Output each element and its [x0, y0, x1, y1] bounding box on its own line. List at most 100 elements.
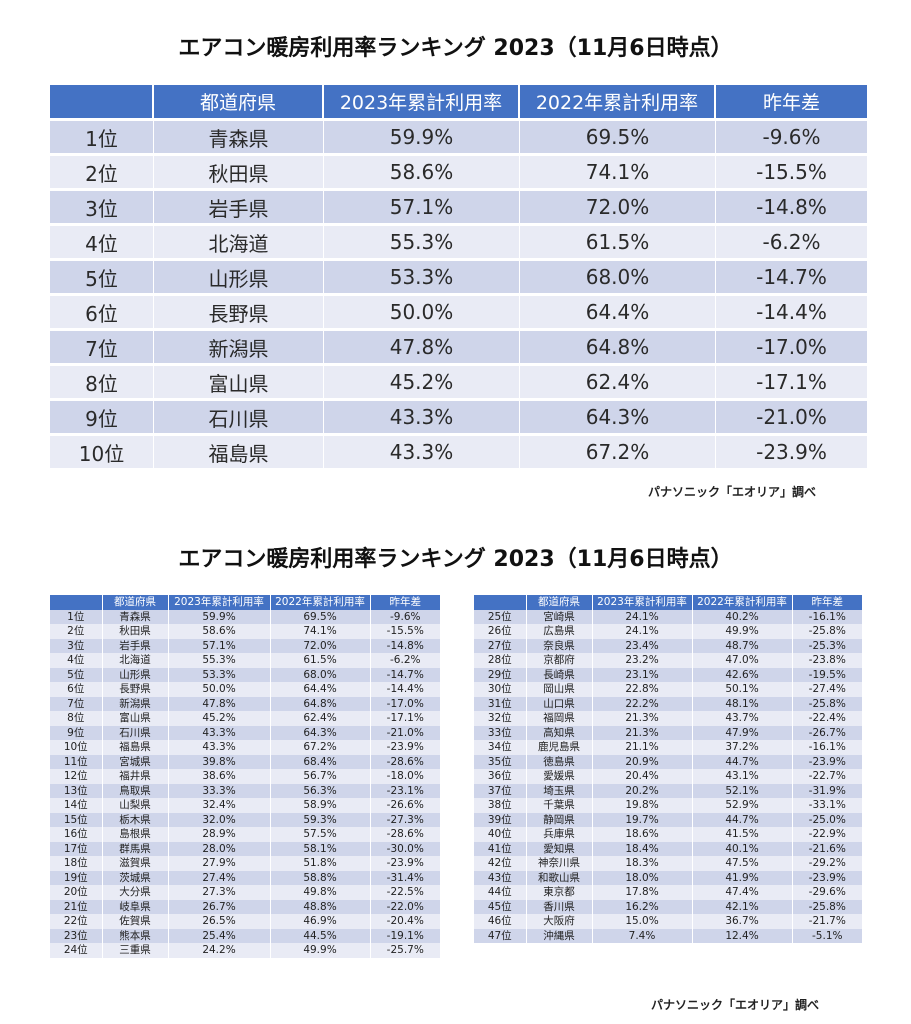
diff-cell: -14.4%: [716, 296, 867, 328]
rate-2023-cell: 18.3%: [592, 856, 693, 871]
rate-2022-cell: 47.4%: [692, 885, 793, 900]
rank-cell: 25位: [474, 609, 527, 624]
prefecture-cell: 鹿児島県: [526, 740, 593, 755]
rank-cell: 14位: [50, 798, 103, 813]
diff-cell: -21.0%: [716, 401, 867, 433]
rate-2023-cell: 19.8%: [592, 798, 693, 813]
rate-2022-cell: 47.9%: [692, 725, 793, 740]
diff-cell: -23.9%: [716, 436, 867, 468]
prefecture-cell: 群馬県: [102, 841, 169, 856]
rate-2022-cell: 43.7%: [692, 711, 793, 726]
rate-2022-cell: 46.9%: [270, 914, 371, 929]
table-row: 20位 大分県 27.3% 49.8% -22.5%: [50, 885, 440, 900]
table-row: 38位 千葉県 19.8% 52.9% -33.1%: [474, 798, 862, 813]
diff-cell: -19.1%: [370, 928, 440, 943]
diff-cell: -17.0%: [370, 696, 440, 711]
prefecture-cell: 和歌山県: [526, 870, 593, 885]
rank-cell: 26位: [474, 624, 527, 639]
table-row: 10位 福島県 43.3% 67.2% -23.9%: [50, 740, 440, 755]
table-row: 1位 青森県 59.9% 69.5% -9.6%: [50, 121, 867, 153]
table-row: 5位 山形県 53.3% 68.0% -14.7%: [50, 667, 440, 682]
prefecture-cell: 長野県: [102, 682, 169, 697]
table-row: 1位 青森県 59.9% 69.5% -9.6%: [50, 609, 440, 624]
rate-2023-cell: 23.2%: [592, 653, 693, 668]
table-header-row: 都道府県 2023年累計利用率 2022年累計利用率 昨年差: [50, 85, 867, 118]
rate-2022-cell: 67.2%: [270, 740, 371, 755]
diff-cell: -14.7%: [716, 261, 867, 293]
rate-2023-cell: 58.6%: [168, 624, 271, 639]
rate-2022-cell: 64.3%: [270, 725, 371, 740]
header-rate-2023: 2023年累計利用率: [592, 595, 693, 610]
diff-cell: -26.6%: [370, 798, 440, 813]
rank-cell: 20位: [50, 885, 103, 900]
rate-2023-cell: 57.1%: [324, 191, 520, 223]
rank-cell: 8位: [50, 366, 154, 398]
prefecture-cell: 栃木県: [102, 812, 169, 827]
rate-2022-cell: 41.9%: [692, 870, 793, 885]
rank-cell: 28位: [474, 653, 527, 668]
table-row: 8位 富山県 45.2% 62.4% -17.1%: [50, 366, 867, 398]
rank-cell: 18位: [50, 856, 103, 871]
table-row: 21位 岐阜県 26.7% 48.8% -22.0%: [50, 899, 440, 914]
rate-2022-cell: 47.5%: [692, 856, 793, 871]
diff-cell: -14.8%: [716, 191, 867, 223]
rate-2022-cell: 59.3%: [270, 812, 371, 827]
rank-cell: 43位: [474, 870, 527, 885]
prefecture-cell: 鳥取県: [102, 783, 169, 798]
rate-2023-cell: 32.0%: [168, 812, 271, 827]
prefecture-cell: 香川県: [526, 899, 593, 914]
rank-cell: 5位: [50, 261, 154, 293]
table-row: 7位 新潟県 47.8% 64.8% -17.0%: [50, 331, 867, 363]
rank-cell: 24位: [50, 943, 103, 958]
table-row: 17位 群馬県 28.0% 58.1% -30.0%: [50, 841, 440, 856]
rate-2022-cell: 67.2%: [520, 436, 716, 468]
table-row: 42位 神奈川県 18.3% 47.5% -29.2%: [474, 856, 862, 871]
diff-cell: -14.7%: [370, 667, 440, 682]
diff-cell: -27.4%: [792, 682, 862, 697]
header-rate-2022: 2022年累計利用率: [692, 595, 793, 610]
rate-2022-cell: 40.1%: [692, 841, 793, 856]
diff-cell: -25.8%: [792, 696, 862, 711]
header-prefecture: 都道府県: [102, 595, 169, 610]
prefecture-cell: 宮城県: [102, 754, 169, 769]
prefecture-cell: 山形県: [154, 261, 324, 293]
diff-cell: -18.0%: [370, 769, 440, 784]
prefecture-cell: 広島県: [526, 624, 593, 639]
source-credit: パナソニック「エオリア」調べ: [648, 485, 817, 499]
rate-2022-cell: 58.9%: [270, 798, 371, 813]
rate-2023-cell: 19.7%: [592, 812, 693, 827]
header-rank: [474, 595, 527, 610]
rate-2023-cell: 21.1%: [592, 740, 693, 755]
table-row: 7位 新潟県 47.8% 64.8% -17.0%: [50, 696, 440, 711]
prefecture-cell: 東京都: [526, 885, 593, 900]
rate-2022-cell: 43.1%: [692, 769, 793, 784]
prefecture-cell: 青森県: [154, 121, 324, 153]
rank-cell: 42位: [474, 856, 527, 871]
prefecture-cell: 長崎県: [526, 667, 593, 682]
header-prefecture: 都道府県: [154, 85, 324, 118]
table-row: 9位 石川県 43.3% 64.3% -21.0%: [50, 725, 440, 740]
diff-cell: -22.4%: [792, 711, 862, 726]
rate-2023-cell: 18.6%: [592, 827, 693, 842]
rate-2023-cell: 33.3%: [168, 783, 271, 798]
rank-cell: 1位: [50, 609, 103, 624]
table-row: 4位 北海道 55.3% 61.5% -6.2%: [50, 653, 440, 668]
prefecture-cell: 神奈川県: [526, 856, 593, 871]
rate-2022-cell: 62.4%: [520, 366, 716, 398]
prefecture-cell: 山口県: [526, 696, 593, 711]
prefecture-cell: 青森県: [102, 609, 169, 624]
table-row: 11位 宮城県 39.8% 68.4% -28.6%: [50, 754, 440, 769]
diff-cell: -14.4%: [370, 682, 440, 697]
rate-2022-cell: 58.1%: [270, 841, 371, 856]
rate-2023-cell: 55.3%: [324, 226, 520, 258]
rate-2023-cell: 22.2%: [592, 696, 693, 711]
diff-cell: -25.3%: [792, 638, 862, 653]
diff-cell: -22.9%: [792, 827, 862, 842]
rate-2023-cell: 59.9%: [324, 121, 520, 153]
diff-cell: -25.8%: [792, 899, 862, 914]
rate-2023-cell: 26.7%: [168, 899, 271, 914]
prefecture-cell: 北海道: [102, 653, 169, 668]
diff-cell: -21.0%: [370, 725, 440, 740]
diff-cell: -15.5%: [716, 156, 867, 188]
rank-cell: 15位: [50, 812, 103, 827]
